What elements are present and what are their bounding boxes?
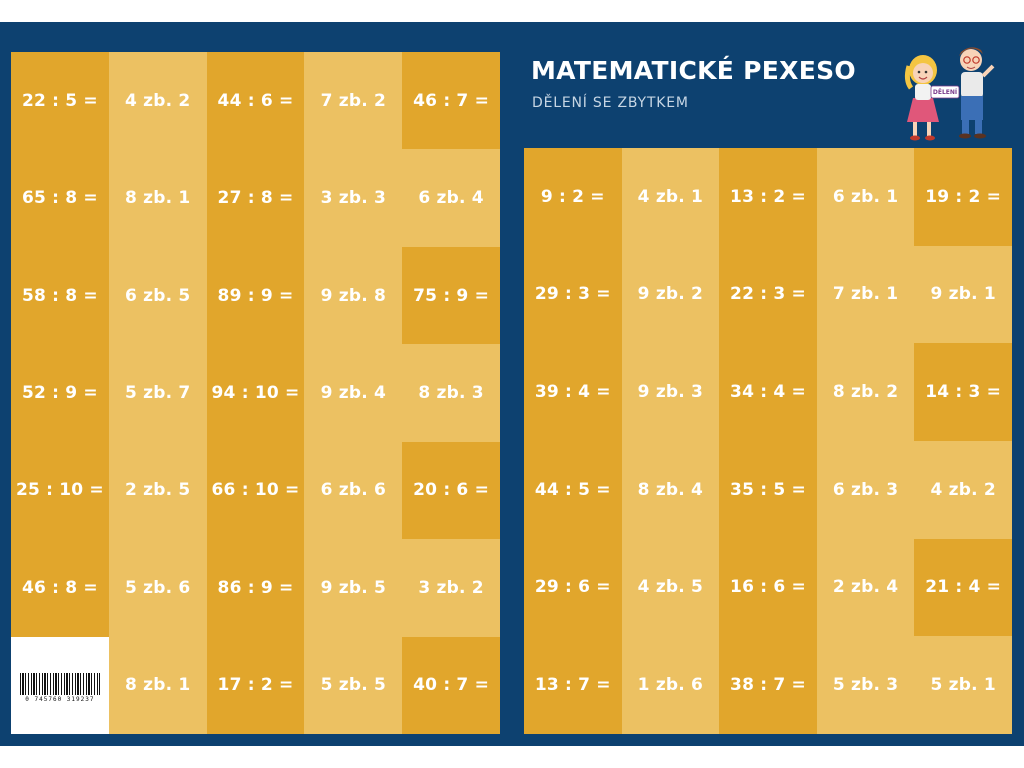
pexeso-card: 2 zb. 5 <box>108 441 207 540</box>
pexeso-card: 25 : 10 = <box>11 441 109 540</box>
pexeso-card: 2 zb. 4 <box>816 538 915 637</box>
pexeso-card: 9 zb. 4 <box>304 344 403 442</box>
pexeso-card: 27 : 8 = <box>206 149 305 247</box>
right-card-grid: 9 : 2 = 4 zb. 1 13 : 2 = 6 zb. 1 19 : 2 = 29 … <box>524 148 1012 734</box>
pexeso-card: 13 : 2 = <box>719 148 817 246</box>
pexeso-card: 6 zb. 3 <box>816 440 915 539</box>
pexeso-card: 8 zb. 2 <box>816 343 915 441</box>
pexeso-card: 9 : 2 = <box>524 148 622 246</box>
pexeso-card: 16 : 6 = <box>719 538 817 637</box>
pexeso-card: 4 zb. 1 <box>621 148 720 246</box>
pexeso-card: 22 : 3 = <box>719 245 817 344</box>
pexeso-card: 86 : 9 = <box>206 539 305 637</box>
pexeso-card: 3 zb. 3 <box>304 149 403 247</box>
pexeso-card: 8 zb. 4 <box>621 440 720 539</box>
pexeso-card: 19 : 2 = <box>914 148 1012 246</box>
pexeso-card: 5 zb. 1 <box>914 636 1012 734</box>
pexeso-card: 6 zb. 6 <box>304 441 403 540</box>
pexeso-card: 8 zb. 1 <box>108 149 207 247</box>
pexeso-card: 52 : 9 = <box>11 344 109 442</box>
pexeso-card: 9 zb. 2 <box>621 245 720 344</box>
page-title: MATEMATICKÉ PEXESO <box>531 56 856 85</box>
pexeso-card: 9 zb. 5 <box>304 539 403 637</box>
pexeso-card: 4 zb. 2 <box>914 440 1012 539</box>
pexeso-card: 5 zb. 6 <box>108 539 207 637</box>
pexeso-card: 17 : 2 = <box>206 636 305 734</box>
pexeso-card: 44 : 5 = <box>524 440 622 539</box>
pexeso-card: 6 zb. 4 <box>402 149 500 247</box>
pexeso-card: 9 zb. 8 <box>304 246 403 345</box>
pexeso-card: 9 zb. 1 <box>914 245 1012 344</box>
barcode: 0 745760 319237 <box>11 636 109 734</box>
pexeso-card: 29 : 3 = <box>524 245 622 344</box>
pexeso-card: 58 : 8 = <box>11 246 109 345</box>
left-card-grid: 22 : 5 = 4 zb. 2 44 : 6 = 7 zb. 2 46 : 7 = 65… <box>11 52 500 734</box>
page-subtitle: DĚLENÍ SE ZBYTKEM <box>532 95 689 111</box>
pexeso-card: 4 zb. 5 <box>621 538 720 637</box>
pexeso-card: 46 : 7 = <box>402 52 500 150</box>
pexeso-card: 1 zb. 6 <box>621 636 720 734</box>
pexeso-card: 7 zb. 1 <box>816 245 915 344</box>
pexeso-card: 38 : 7 = <box>719 636 817 734</box>
pexeso-card: 21 : 4 = <box>914 538 1012 637</box>
pexeso-card: 39 : 4 = <box>524 343 622 441</box>
pexeso-card: 8 zb. 3 <box>402 344 500 442</box>
pexeso-card: 34 : 4 = <box>719 343 817 441</box>
pexeso-card: 5 zb. 3 <box>816 636 915 734</box>
pexeso-card: 75 : 9 = <box>402 246 500 345</box>
barcode-bars-icon <box>19 673 100 696</box>
barcode-number: 0 745760 319237 <box>25 696 95 704</box>
pexeso-card: 13 : 7 = <box>524 636 622 734</box>
pexeso-card: 22 : 5 = <box>11 52 109 150</box>
pexeso-card: 14 : 3 = <box>914 343 1012 441</box>
pexeso-card: 29 : 6 = <box>524 538 622 637</box>
pexeso-card: 9 zb. 3 <box>621 343 720 441</box>
pexeso-card: 4 zb. 2 <box>108 52 207 150</box>
pexeso-card: 6 zb. 1 <box>816 148 915 246</box>
children-illustration-icon: DĚLENÍ <box>904 47 995 141</box>
illustration-sign-text: DĚLENÍ <box>933 88 958 96</box>
pexeso-card: 6 zb. 5 <box>108 246 207 345</box>
pexeso-card: 89 : 9 = <box>206 246 305 345</box>
pexeso-card: 5 zb. 5 <box>304 636 403 734</box>
pexeso-card: 40 : 7 = <box>402 636 500 734</box>
pexeso-card: 94 : 10 = <box>206 344 305 442</box>
pexeso-card: 65 : 8 = <box>11 149 109 247</box>
pexeso-card: 66 : 10 = <box>206 441 305 540</box>
pexeso-card: 3 zb. 2 <box>402 539 500 637</box>
pexeso-card: 5 zb. 7 <box>108 344 207 442</box>
pexeso-card: 7 zb. 2 <box>304 52 403 150</box>
pexeso-card: 44 : 6 = <box>206 52 305 150</box>
pexeso-card: 46 : 8 = <box>11 539 109 637</box>
pexeso-card: 20 : 6 = <box>402 441 500 540</box>
pexeso-card: 35 : 5 = <box>719 440 817 539</box>
pexeso-card: 8 zb. 1 <box>108 636 207 734</box>
